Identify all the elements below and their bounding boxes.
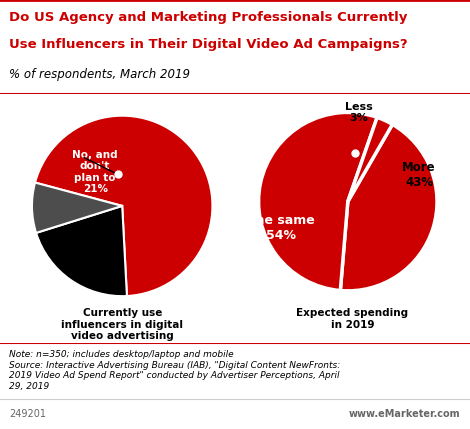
Text: 249201: 249201	[9, 409, 47, 419]
Wedge shape	[348, 118, 392, 202]
Text: Do US Agency and Marketing Professionals Currently: Do US Agency and Marketing Professionals…	[9, 11, 408, 24]
Wedge shape	[258, 112, 377, 290]
Text: Note: n=350; includes desktop/laptop and mobile
Source: Interactive Advertising : Note: n=350; includes desktop/laptop and…	[9, 350, 341, 391]
Text: Yes
70%: Yes 70%	[33, 360, 67, 390]
Text: Currently use
influencers in digital
video advertising: Currently use influencers in digital vid…	[61, 308, 183, 341]
Text: www.eMarketer.com: www.eMarketer.com	[349, 409, 461, 419]
Text: More
43%: More 43%	[402, 161, 436, 189]
Wedge shape	[36, 206, 127, 296]
Wedge shape	[340, 124, 437, 291]
Text: Less
3%: Less 3%	[345, 102, 373, 123]
Text: Expected spending
in 2019: Expected spending in 2019	[297, 308, 408, 329]
Text: The same
54%: The same 54%	[247, 214, 315, 242]
Text: % of respondents, March 2019: % of respondents, March 2019	[9, 68, 190, 81]
Text: Use Influencers in Their Digital Video Ad Campaigns?: Use Influencers in Their Digital Video A…	[9, 38, 408, 51]
Wedge shape	[35, 116, 212, 296]
Text: No, and
don't
plan to
21%: No, and don't plan to 21%	[72, 150, 118, 194]
Wedge shape	[32, 183, 122, 233]
